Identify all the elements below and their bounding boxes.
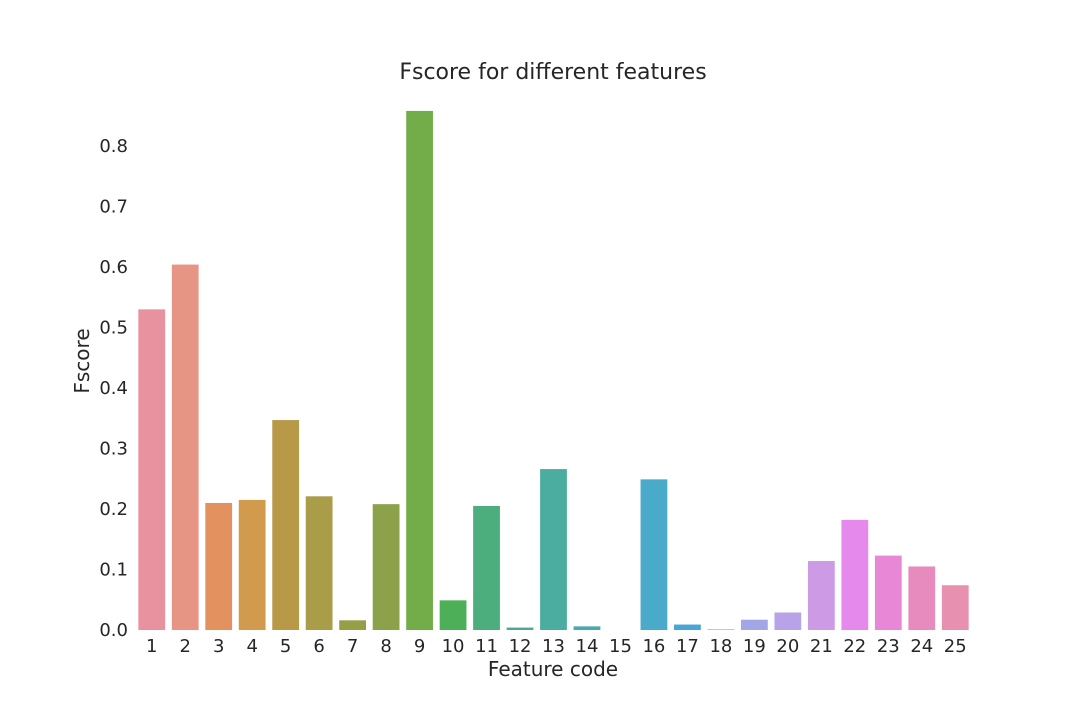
bar-feature-6 bbox=[305, 496, 333, 630]
x-tick-label: 12 bbox=[509, 636, 532, 657]
y-tick-label: 0.0 bbox=[99, 620, 128, 641]
x-tick-label: 17 bbox=[676, 636, 699, 657]
y-tick-label: 0.4 bbox=[99, 378, 128, 399]
bar-feature-5 bbox=[272, 420, 300, 630]
y-tick-label: 0.7 bbox=[99, 197, 128, 218]
x-tick-label: 2 bbox=[179, 636, 190, 657]
bar-feature-7 bbox=[339, 620, 367, 630]
bar-feature-14 bbox=[573, 626, 601, 630]
x-tick-label: 16 bbox=[642, 636, 665, 657]
x-tick-label: 7 bbox=[347, 636, 358, 657]
bar-feature-18 bbox=[707, 629, 735, 630]
y-tick-label: 0.5 bbox=[99, 318, 128, 339]
x-tick-labels: 1 2 3 4 5 6 7 8 9 10 11 12 13 14 15 16 17 18 19 20 21 22 23 24 2… bbox=[146, 636, 967, 657]
y-axis-label: Fscore bbox=[70, 328, 94, 393]
bar-feature-22 bbox=[841, 519, 869, 630]
x-tick-label: 19 bbox=[743, 636, 766, 657]
y-tick-label: 0.2 bbox=[99, 499, 128, 520]
y-tick-label: 0.3 bbox=[99, 439, 128, 460]
bar-feature-16 bbox=[640, 479, 668, 630]
x-tick-label: 5 bbox=[280, 636, 291, 657]
bar-feature-24 bbox=[908, 566, 936, 630]
x-axis-label: Feature code bbox=[488, 657, 618, 681]
x-tick-label: 14 bbox=[576, 636, 599, 657]
x-tick-label: 15 bbox=[609, 636, 632, 657]
x-tick-label: 21 bbox=[810, 636, 833, 657]
y-tick-label: 0.8 bbox=[99, 136, 128, 157]
y-tick-labels: 0.0 0.1 0.2 0.3 0.4 0.5 0.6 0.7 0.8 bbox=[99, 136, 128, 641]
x-tick-label: 18 bbox=[709, 636, 732, 657]
x-tick-label: 4 bbox=[246, 636, 257, 657]
x-tick-label: 1 bbox=[146, 636, 157, 657]
x-tick-label: 8 bbox=[380, 636, 391, 657]
y-tick-label: 0.1 bbox=[99, 560, 128, 581]
bar-feature-3 bbox=[205, 502, 233, 630]
bar-feature-8 bbox=[372, 504, 400, 630]
bar-feature-21 bbox=[807, 561, 835, 630]
x-tick-label: 10 bbox=[442, 636, 465, 657]
x-tick-label: 9 bbox=[414, 636, 425, 657]
bar-feature-25 bbox=[941, 585, 969, 630]
x-tick-label: 23 bbox=[877, 636, 900, 657]
bar-feature-12 bbox=[506, 627, 534, 630]
bar-feature-11 bbox=[473, 505, 500, 630]
bars-group bbox=[138, 110, 969, 630]
x-tick-label: 11 bbox=[475, 636, 498, 657]
bar-feature-2 bbox=[171, 264, 199, 630]
bar-feature-9 bbox=[406, 110, 433, 630]
x-tick-label: 13 bbox=[542, 636, 565, 657]
bar-feature-4 bbox=[238, 499, 266, 630]
bar-feature-13 bbox=[540, 469, 567, 630]
x-tick-label: 3 bbox=[213, 636, 224, 657]
x-tick-label: 25 bbox=[944, 636, 967, 657]
y-tick-label: 0.6 bbox=[99, 257, 128, 278]
bar-feature-1 bbox=[138, 309, 166, 630]
x-tick-label: 20 bbox=[776, 636, 799, 657]
bar-feature-17 bbox=[674, 624, 701, 630]
chart-title: Fscore for different features bbox=[399, 60, 706, 85]
x-tick-label: 6 bbox=[313, 636, 324, 657]
x-tick-label: 24 bbox=[910, 636, 933, 657]
x-tick-label: 22 bbox=[843, 636, 866, 657]
bar-feature-23 bbox=[874, 555, 902, 630]
bar-feature-19 bbox=[740, 619, 768, 630]
bar-feature-10 bbox=[439, 600, 467, 630]
bar-feature-20 bbox=[774, 612, 802, 630]
